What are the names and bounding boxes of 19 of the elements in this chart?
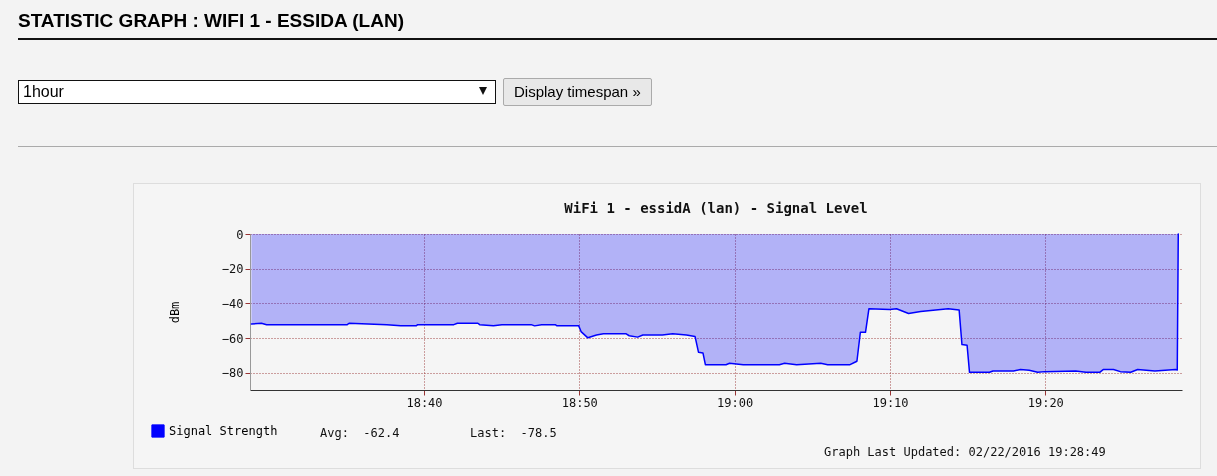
dropdown-field: 1hour bbox=[18, 80, 496, 104]
text: Graph Last Updated: 02/22/2016 19:28:49 bbox=[824, 445, 1106, 459]
x-tick-label: 19:00 bbox=[717, 395, 754, 410]
y-tick-label: −60 bbox=[221, 331, 244, 346]
legend-label: Signal Strength bbox=[169, 424, 278, 438]
text: Last: -78.5 bbox=[470, 426, 557, 440]
x-tick-label: 19:20 bbox=[1027, 395, 1064, 410]
y-tick-label: 0 bbox=[236, 227, 244, 242]
y-axis-title: dBm bbox=[167, 301, 182, 324]
x-tick-label: 19:10 bbox=[872, 395, 909, 410]
y-tick-label: −80 bbox=[221, 366, 244, 381]
chart-subtitle: WiFi 1 - essidA (lan) - Signal Level bbox=[564, 200, 868, 216]
y-tick-label: −20 bbox=[221, 262, 244, 277]
text: Avg: -62.4 bbox=[320, 426, 400, 440]
chart-title: STATISTIC GRAPH : WIFI 1 - ESSIDA (LAN) bbox=[18, 10, 1217, 40]
y-tick-label: −40 bbox=[221, 296, 244, 311]
button: Display timespan » bbox=[503, 78, 652, 106]
x-tick-label: 18:40 bbox=[406, 395, 443, 410]
x-tick-label: 18:50 bbox=[561, 395, 598, 410]
